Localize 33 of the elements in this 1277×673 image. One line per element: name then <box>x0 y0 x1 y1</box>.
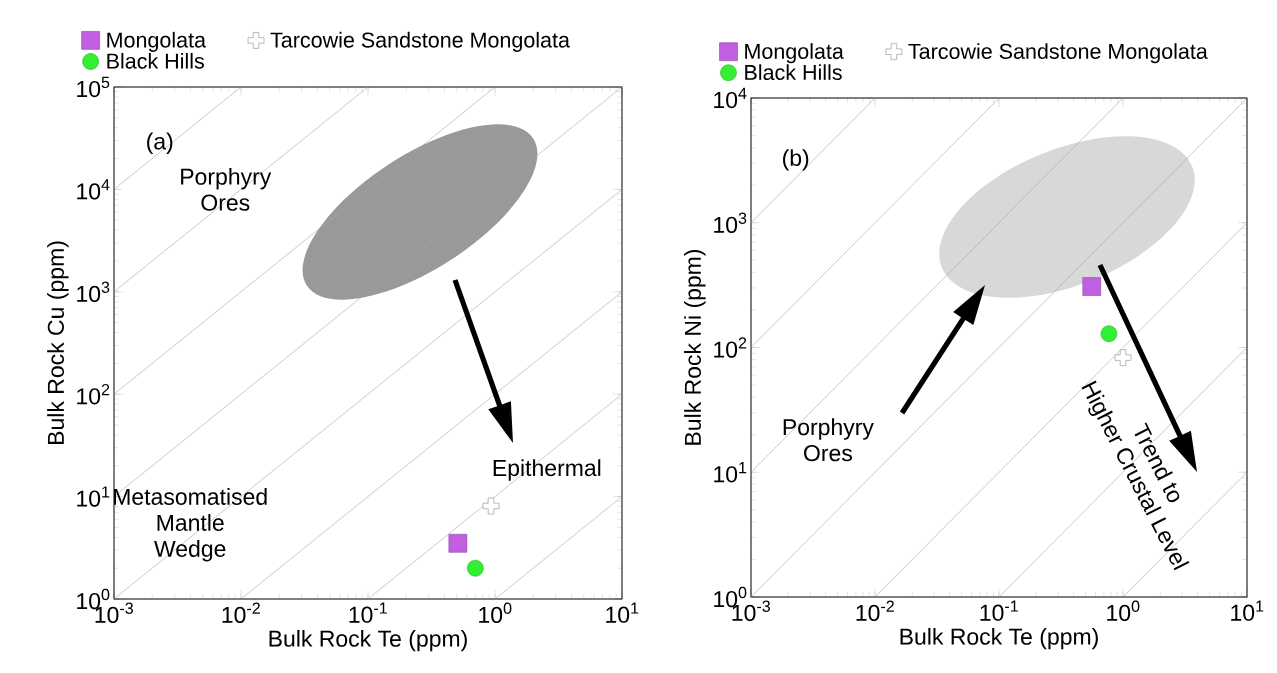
legend-label: Tarcowie Sandstone Mongolata <box>270 31 570 52</box>
x-tick-label: 10$^{1}$ <box>1231 600 1264 621</box>
y-axis-title: Bulk Rock Ni (ppm) <box>684 249 706 445</box>
annotation: Epithermal <box>493 459 601 481</box>
x-tick-label: 10$^{0}$ <box>1107 600 1140 622</box>
annotation: Porphyry Ores <box>181 167 272 211</box>
x-axis-title: Bulk Rock Te (ppm) <box>269 629 467 652</box>
annotation: (b) <box>783 149 809 171</box>
y-tick-label: 10$^{1}$ <box>77 486 110 507</box>
y-tick-label: 10$^{2}$ <box>77 383 110 405</box>
y-tick-label: 10$^{2}$ <box>714 337 747 358</box>
annotation: Metasomatised Mantle Wedge <box>114 488 267 562</box>
x-axis-title: Bulk Rock Te (ppm) <box>900 627 1098 650</box>
annotation: Porphyry Ores <box>783 418 874 462</box>
annotation: (a) <box>147 132 173 155</box>
legend-label: Mongolata <box>107 31 207 52</box>
y-tick-label: 10$^{4}$ <box>77 179 110 200</box>
legend-label: Black Hills <box>107 52 204 69</box>
x-tick-label: 10$^{-1}$ <box>980 600 1018 621</box>
y-tick-label: 10$^{3}$ <box>77 281 110 303</box>
legend-label: Black Hills <box>745 64 842 81</box>
y-tick-label: 10$^{1}$ <box>714 462 747 483</box>
x-tick-label: 10$^{-2}$ <box>856 600 894 622</box>
y-tick-label: 10$^{4}$ <box>714 87 747 109</box>
x-tick-label: 10$^{-2}$ <box>222 602 260 624</box>
x-tick-label: 10$^{0}$ <box>479 602 512 624</box>
y-tick-label: 10$^{5}$ <box>77 76 110 98</box>
x-tick-label: 10$^{1}$ <box>606 602 639 623</box>
y-tick-label: 10$^{3}$ <box>714 212 747 233</box>
legend-label: Mongolata <box>745 43 844 64</box>
legend-label: Tarcowie Sandstone Mongolata <box>908 43 1208 64</box>
x-tick-label: 10$^{-1}$ <box>349 602 387 623</box>
y-axis-title: Bulk Rock Cu (ppm) <box>47 241 69 444</box>
